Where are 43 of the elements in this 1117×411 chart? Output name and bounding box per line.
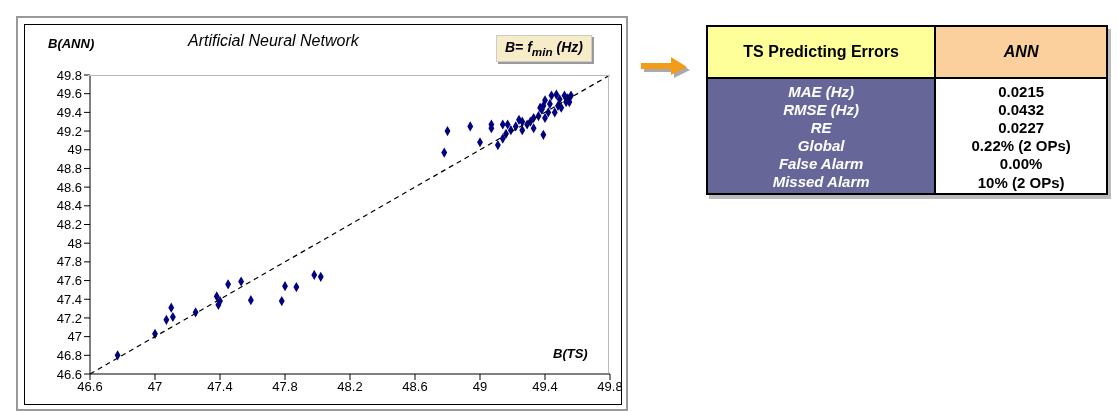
- x-axis-title: B(TS): [553, 346, 588, 361]
- text: 0.00%: [999, 155, 1043, 172]
- category-label: RE: [810, 119, 832, 136]
- y-tick-label: 48.2: [56, 217, 82, 233]
- y-tick-label: 49.2: [56, 123, 82, 139]
- y-tick-label: 48.6: [56, 179, 82, 195]
- y-tick-label: 46.8: [56, 347, 82, 363]
- text: 0.0227: [998, 119, 1045, 136]
- text: 0.0215: [998, 83, 1045, 100]
- y-tick-label: 48.8: [56, 161, 82, 177]
- y-tick-label: 49: [67, 142, 82, 158]
- x-tick-label: 48.6: [402, 379, 428, 395]
- y-tick-label: 49.6: [56, 86, 82, 102]
- category-label: MAE (Hz): [788, 83, 855, 100]
- category-label: RMSE (Hz): [783, 101, 860, 118]
- text: B= f$_{min}$ (Hz): [496, 35, 592, 62]
- y-tick-label: 47.8: [56, 254, 82, 270]
- text: 0.0432: [998, 101, 1045, 118]
- category-label: Missed Alarm: [772, 173, 870, 190]
- y-tick-label: 47.2: [56, 310, 82, 326]
- y-tick-label: 49.8: [56, 67, 82, 83]
- category-label: TS Predicting Errors: [707, 26, 936, 78]
- category-label: Global: [797, 137, 845, 154]
- x-tick-label: 47: [147, 379, 163, 395]
- category-label: False Alarm: [778, 155, 864, 172]
- chart-title: Artificial Neural Network: [188, 32, 359, 50]
- x-tick-label: 49: [472, 379, 488, 395]
- y-tick-label: 49.4: [56, 104, 82, 120]
- x-tick-label: 46.6: [77, 379, 103, 395]
- x-tick-label: 47.4: [207, 379, 233, 395]
- category-label: ANN: [935, 26, 1107, 78]
- text: 10% (2 OPs): [977, 174, 1065, 191]
- y-tick-label: 47.6: [56, 273, 82, 289]
- y-tick-label: 47.4: [56, 291, 82, 307]
- text: 0.22% (2 OPs): [971, 137, 1071, 154]
- x-tick-label: 47.8: [272, 379, 298, 395]
- x-tick-label: 48.2: [337, 379, 363, 395]
- x-tick-label: 49.4: [532, 379, 558, 395]
- y-axis-title: B(ANN): [48, 36, 95, 51]
- y-tick-label: 47: [67, 329, 82, 345]
- y-tick-label: 48.4: [56, 198, 82, 214]
- y-tick-label: 48: [67, 235, 82, 251]
- y-tick-label: 46.6: [56, 366, 82, 382]
